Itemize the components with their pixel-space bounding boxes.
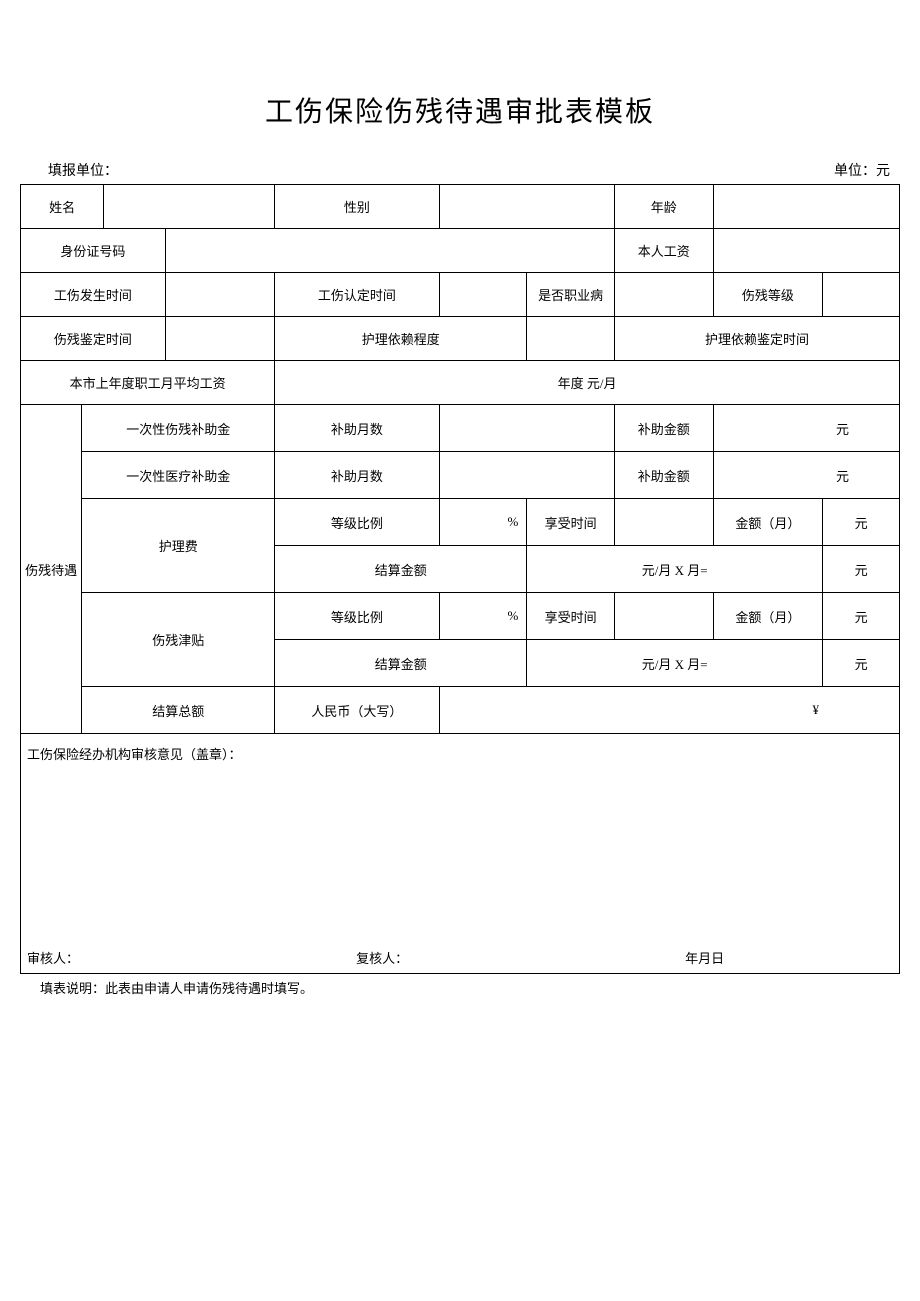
- percent-2: %: [439, 593, 527, 640]
- total-label: 结算总额: [82, 687, 275, 734]
- grade-ratio-label-2: 等级比例: [275, 593, 439, 640]
- amount-month-label-1: 金额（月）: [713, 499, 823, 546]
- footnote: 填表说明：此表由申请人申请伤残待遇时填写。: [20, 974, 900, 997]
- amount-month-value-2: 元: [823, 593, 900, 640]
- occupational-value: [614, 273, 713, 317]
- name-value: [104, 185, 275, 229]
- gender-label: 性别: [275, 185, 439, 229]
- treatment-section-label: 伤残待遇: [21, 405, 82, 734]
- enjoy-time-value-1: [614, 499, 713, 546]
- avg-wage-value: 年度 元/月: [275, 361, 900, 405]
- one-time-disability-label: 一次性伤残补助金: [82, 405, 275, 452]
- header-row: 填报单位： 单位：元: [20, 160, 900, 184]
- settle-amount-label-1: 结算金额: [275, 546, 527, 593]
- enjoy-time-value-2: [614, 593, 713, 640]
- occupational-label: 是否职业病: [527, 273, 615, 317]
- date-label: 年月日: [685, 948, 893, 967]
- allowance-label: 伤残津贴: [82, 593, 275, 687]
- opinion-title: 工伤保险经办机构审核意见（盖章）：: [27, 744, 893, 763]
- rmb-value: ¥: [439, 687, 899, 734]
- subsidy-amount-label-2: 补助金额: [614, 452, 713, 499]
- settle-yuan-1: 元: [823, 546, 900, 593]
- salary-value: [713, 229, 899, 273]
- subsidy-months-label-1: 补助月数: [275, 405, 439, 452]
- subsidy-months-label-2: 补助月数: [275, 452, 439, 499]
- assessment-date-label: 伤残鉴定时间: [21, 317, 166, 361]
- subsidy-amount-value-1: 元: [713, 405, 899, 452]
- avg-wage-label: 本市上年度职工月平均工资: [21, 361, 275, 405]
- id-value: [165, 229, 614, 273]
- subsidy-months-value-2: [439, 452, 614, 499]
- enjoy-time-label-1: 享受时间: [527, 499, 615, 546]
- amount-month-label-2: 金额（月）: [713, 593, 823, 640]
- salary-label: 本人工资: [614, 229, 713, 273]
- injury-date-value: [165, 273, 275, 317]
- settle-amount-label-2: 结算金额: [275, 640, 527, 687]
- age-label: 年龄: [614, 185, 713, 229]
- opinion-cell: 工伤保险经办机构审核意见（盖章）： 审核人： 复核人： 年月日: [21, 734, 900, 974]
- settle-formula-1: 元/月 X 月=: [527, 546, 823, 593]
- one-time-medical-label: 一次性医疗补助金: [82, 452, 275, 499]
- id-label: 身份证号码: [21, 229, 166, 273]
- amount-month-value-1: 元: [823, 499, 900, 546]
- care-assessment-date-label: 护理依赖鉴定时间: [614, 317, 899, 361]
- disability-level-value: [823, 273, 900, 317]
- page-title: 工伤保险伤残待遇审批表模板: [20, 90, 900, 130]
- assessment-date-value: [165, 317, 275, 361]
- gender-value: [439, 185, 614, 229]
- approval-table: 姓名 性别 年龄 身份证号码 本人工资 工伤发生时间 工伤认定时间 是否职业病 …: [20, 184, 900, 974]
- grade-ratio-label-1: 等级比例: [275, 499, 439, 546]
- checker-label: 复核人：: [356, 948, 685, 967]
- percent-1: %: [439, 499, 527, 546]
- injury-date-label: 工伤发生时间: [21, 273, 166, 317]
- care-fee-label: 护理费: [82, 499, 275, 593]
- recognition-date-label: 工伤认定时间: [275, 273, 439, 317]
- reporting-unit-label: 填报单位：: [48, 160, 118, 180]
- settle-yuan-2: 元: [823, 640, 900, 687]
- rmb-label: 人民币（大写）: [275, 687, 439, 734]
- care-degree-value: [527, 317, 615, 361]
- care-degree-label: 护理依赖程度: [275, 317, 527, 361]
- subsidy-amount-label-1: 补助金额: [614, 405, 713, 452]
- reviewer-label: 审核人：: [27, 948, 356, 967]
- name-label: 姓名: [21, 185, 104, 229]
- enjoy-time-label-2: 享受时间: [527, 593, 615, 640]
- disability-level-label: 伤残等级: [713, 273, 823, 317]
- age-value: [713, 185, 899, 229]
- unit-label: 单位：元: [834, 160, 890, 180]
- subsidy-amount-value-2: 元: [713, 452, 899, 499]
- recognition-date-value: [439, 273, 527, 317]
- subsidy-months-value-1: [439, 405, 614, 452]
- settle-formula-2: 元/月 X 月=: [527, 640, 823, 687]
